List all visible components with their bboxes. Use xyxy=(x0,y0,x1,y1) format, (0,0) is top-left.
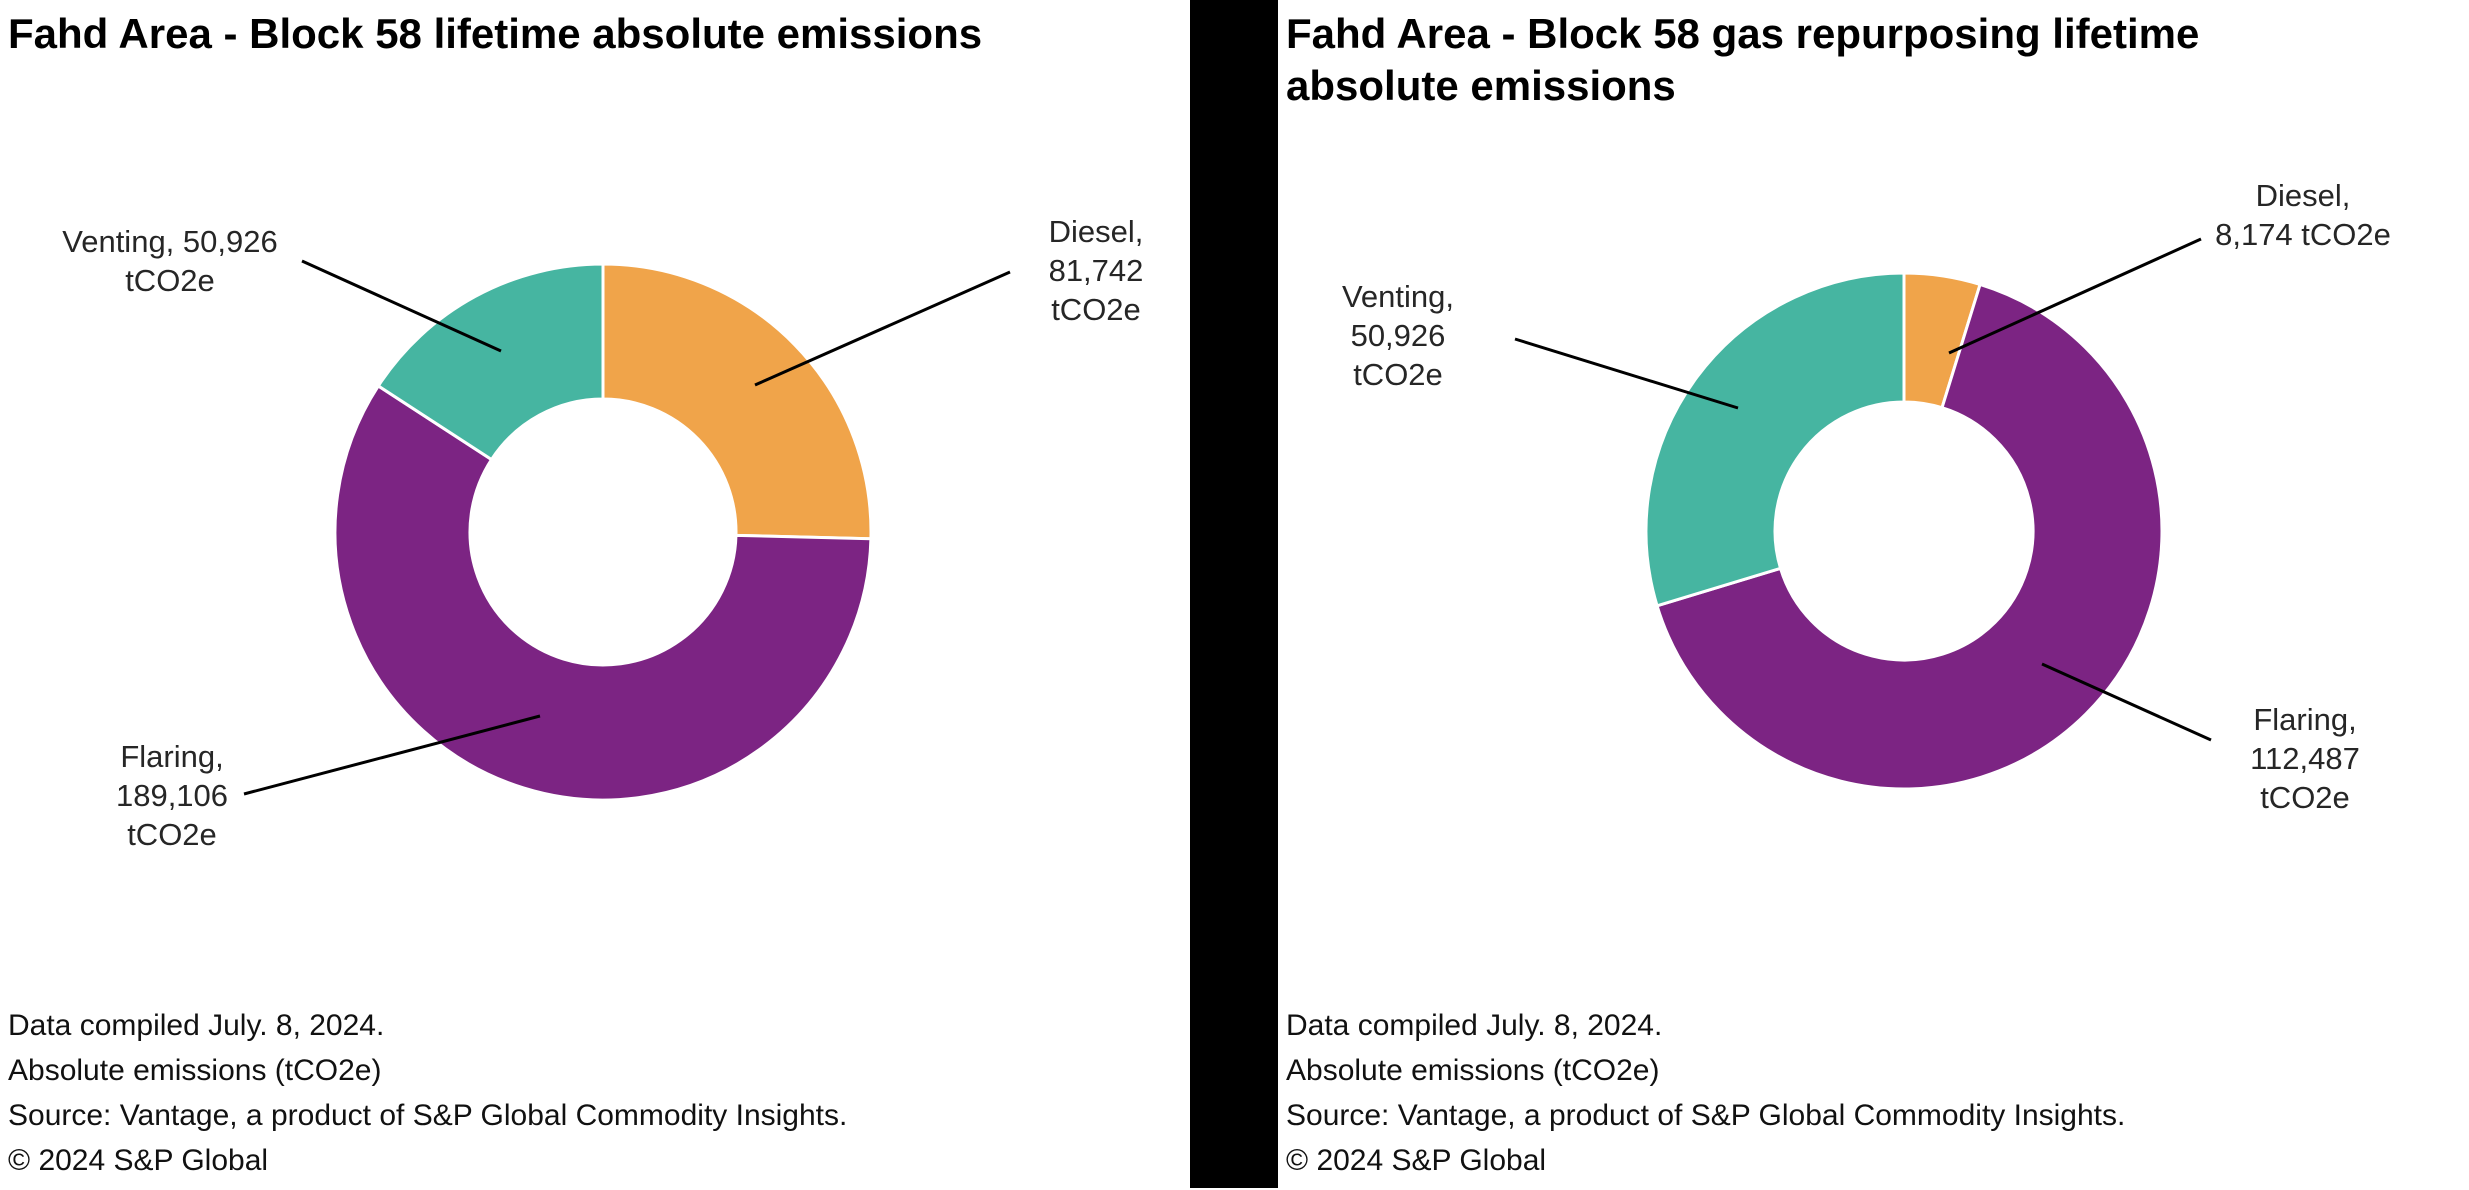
leader-line-flaring xyxy=(243,714,541,796)
chart-footer-left: Data compiled July. 8, 2024. Absolute em… xyxy=(8,1010,847,1190)
donut-slices-left xyxy=(333,262,873,802)
chart-footer-right: Data compiled July. 8, 2024. Absolute em… xyxy=(1286,1010,2125,1190)
footer-copyright: © 2024 S&P Global xyxy=(8,1144,269,1177)
chart-title-left: Fahd Area - Block 58 lifetime absolute e… xyxy=(8,10,983,57)
leader-line-flaring xyxy=(2041,662,2212,742)
leader-line-diesel xyxy=(754,270,1011,387)
footer-units: Absolute emissions (tCO2e) xyxy=(1286,1054,1660,1087)
leader-line-venting xyxy=(301,259,502,353)
leader-line-venting xyxy=(1514,337,1739,410)
chart-title-right: Fahd Area - Block 58 gas repurposing lif… xyxy=(1286,10,2200,109)
chart-panel-left: Fahd Area - Block 58 lifetime absolute e… xyxy=(0,0,1190,1188)
footer-data-compiled: Data compiled July. 8, 2024. xyxy=(8,1009,385,1042)
donut-chart-right xyxy=(1514,237,2212,791)
slice-label-venting: Venting, 50,926 tCO2e xyxy=(1341,279,1455,392)
donut-slices-right xyxy=(1644,271,2164,791)
venting-slice xyxy=(1644,271,1906,608)
leader-line-diesel xyxy=(1948,237,2202,355)
footer-copyright: © 2024 S&P Global xyxy=(1286,1144,1547,1177)
slice-label-diesel: Diesel, 8,174 tCO2e xyxy=(2215,178,2391,252)
footer-data-compiled: Data compiled July. 8, 2024. xyxy=(1286,1009,1663,1042)
flaring-slice xyxy=(1655,282,2164,791)
slice-label-flaring: Flaring, 112,487 tCO2e xyxy=(2250,702,2360,815)
flaring-slice xyxy=(333,383,873,802)
slice-label-venting: Venting, 50,926 tCO2e xyxy=(62,224,278,298)
chart-panel-right: Fahd Area - Block 58 gas repurposing lif… xyxy=(1278,0,2469,1188)
slice-label-flaring: Flaring, 189,106 tCO2e xyxy=(115,739,229,852)
slice-label-diesel: Diesel, 81,742 tCO2e xyxy=(1048,214,1144,327)
footer-source: Source: Vantage, a product of S&P Global… xyxy=(1286,1099,2126,1132)
panel-divider xyxy=(1190,0,1278,1188)
venting-slice xyxy=(376,262,605,462)
diesel-slice xyxy=(601,262,873,541)
footer-units: Absolute emissions (tCO2e) xyxy=(8,1054,382,1087)
donut-chart-left xyxy=(243,259,1011,802)
footer-source: Source: Vantage, a product of S&P Global… xyxy=(8,1099,848,1132)
